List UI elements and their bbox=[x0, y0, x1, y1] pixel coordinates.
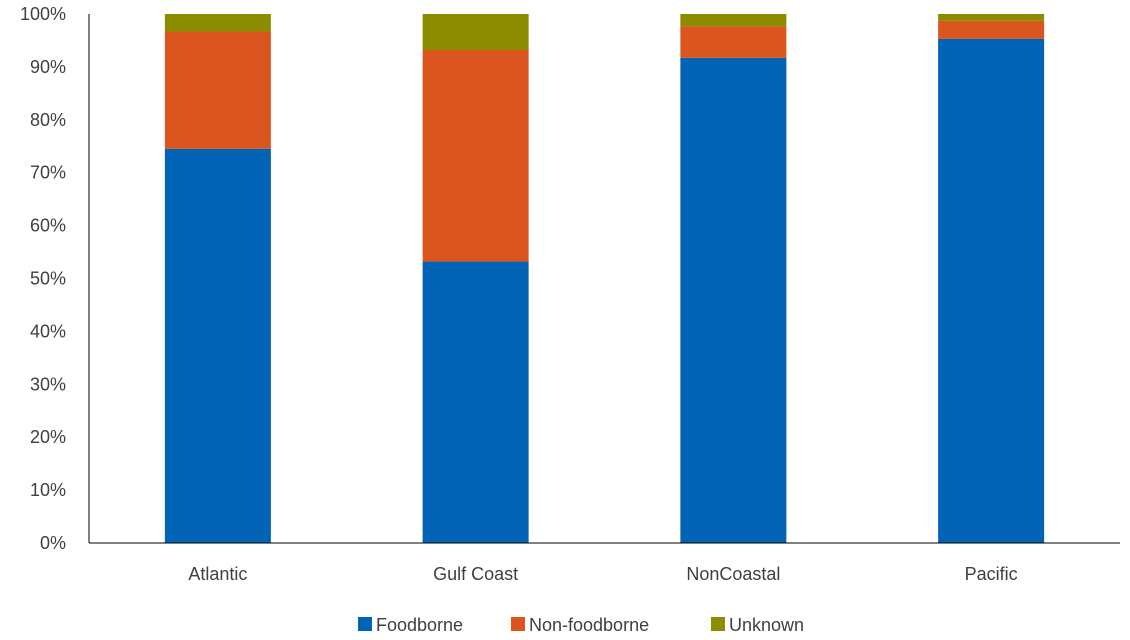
y-tick-label: 100% bbox=[20, 4, 66, 24]
bar-segment-unknown bbox=[938, 14, 1045, 21]
legend-swatch bbox=[711, 617, 725, 631]
y-tick-label: 30% bbox=[30, 374, 66, 394]
bar-segment-non-foodborne bbox=[938, 20, 1045, 39]
y-tick-label: 90% bbox=[30, 57, 66, 77]
y-tick-label: 70% bbox=[30, 163, 66, 183]
x-tick-label: Atlantic bbox=[188, 564, 247, 584]
x-tick-label: Gulf Coast bbox=[433, 564, 518, 584]
x-tick-label: NonCoastal bbox=[686, 564, 780, 584]
bar-segment-foodborne bbox=[938, 38, 1045, 543]
y-tick-label: 50% bbox=[30, 269, 66, 289]
bar-segment-foodborne bbox=[680, 57, 787, 543]
y-tick-label: 40% bbox=[30, 321, 66, 341]
legend-label: Unknown bbox=[729, 615, 804, 635]
legend-label: Foodborne bbox=[376, 615, 463, 635]
bar-segment-foodborne bbox=[164, 148, 271, 543]
x-tick-label: Pacific bbox=[965, 564, 1018, 584]
y-tick-label: 60% bbox=[30, 216, 66, 236]
y-tick-label: 10% bbox=[30, 480, 66, 500]
y-tick-label: 0% bbox=[40, 533, 66, 553]
bar-segment-unknown bbox=[164, 14, 271, 32]
bar-segment-foodborne bbox=[422, 261, 529, 543]
bar-segment-non-foodborne bbox=[422, 49, 529, 262]
legend-swatch bbox=[358, 617, 372, 631]
bar-segment-non-foodborne bbox=[164, 31, 271, 149]
bar-segment-unknown bbox=[422, 14, 529, 50]
y-tick-label: 80% bbox=[30, 110, 66, 130]
bar-segment-non-foodborne bbox=[680, 26, 787, 58]
bar-segment-unknown bbox=[680, 14, 787, 27]
legend-swatch bbox=[511, 617, 525, 631]
y-tick-label: 20% bbox=[30, 427, 66, 447]
legend-label: Non-foodborne bbox=[529, 615, 649, 635]
